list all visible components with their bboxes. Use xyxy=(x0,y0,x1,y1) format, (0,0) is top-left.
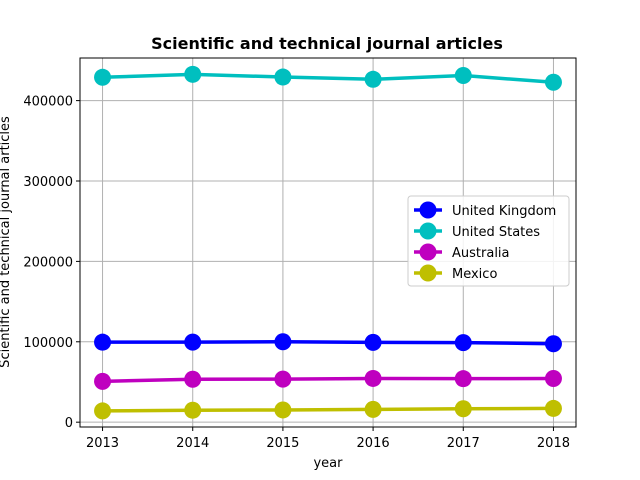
data-point-australia xyxy=(274,370,292,388)
y-axis-label: Scientific and technical journal article… xyxy=(0,116,13,368)
data-point-united-kingdom xyxy=(184,333,202,351)
y-tick-label: 400000 xyxy=(23,95,73,110)
x-tick-label: 2013 xyxy=(86,436,119,451)
series-line-australia xyxy=(102,376,554,384)
data-point-united-states xyxy=(184,65,202,83)
data-point-united-kingdom xyxy=(544,335,562,353)
data-point-mexico xyxy=(454,400,472,418)
y-axis-ticks: 0 100000 200000 300000 400000 xyxy=(23,95,80,431)
data-point-united-kingdom xyxy=(454,334,472,352)
legend-label-mexico: Mexico xyxy=(452,267,497,282)
x-axis-ticks: 2013 2014 2015 2016 2017 2018 xyxy=(86,427,570,451)
series-line-united-states xyxy=(102,72,554,85)
series-lines xyxy=(94,65,562,420)
y-tick-label: 100000 xyxy=(23,336,73,351)
legend-label-united-kingdom: United Kingdom xyxy=(452,204,556,219)
data-point-mexico xyxy=(94,402,112,420)
data-point-united-kingdom xyxy=(274,333,292,351)
data-point-australia xyxy=(184,370,202,388)
legend-label-australia: Australia xyxy=(452,246,510,261)
y-tick-label: 200000 xyxy=(23,255,73,270)
data-point-united-states xyxy=(94,68,112,86)
legend-frame xyxy=(407,195,570,287)
data-point-united-states xyxy=(274,68,292,86)
legend-marker-mexico xyxy=(419,264,437,282)
series-line-mexico xyxy=(102,406,554,413)
data-point-australia xyxy=(94,372,112,390)
series-line-united-kingdom xyxy=(102,340,554,346)
legend: United Kingdom United States Australia Mexi… xyxy=(407,195,570,287)
y-tick-label: 0 xyxy=(65,416,73,431)
data-point-australia xyxy=(364,369,382,387)
plot-frame xyxy=(79,57,577,428)
x-axis-label: year xyxy=(313,456,343,471)
data-point-australia xyxy=(454,370,472,388)
data-point-australia xyxy=(544,370,562,388)
data-point-united-states xyxy=(454,67,472,85)
legend-label-united-states: United States xyxy=(452,225,540,240)
data-point-mexico xyxy=(544,399,562,417)
x-tick-label: 2018 xyxy=(537,436,570,451)
data-point-mexico xyxy=(274,401,292,419)
x-tick-label: 2015 xyxy=(266,436,299,451)
x-tick-label: 2014 xyxy=(176,436,209,451)
legend-marker-australia xyxy=(419,243,437,261)
data-point-united-kingdom xyxy=(94,333,112,351)
x-tick-label: 2016 xyxy=(357,436,390,451)
data-point-united-kingdom xyxy=(364,333,382,351)
y-tick-label: 300000 xyxy=(23,175,73,190)
data-point-mexico xyxy=(364,400,382,418)
x-tick-label: 2017 xyxy=(447,436,480,451)
legend-marker-united-states xyxy=(419,222,437,240)
chart-title: Scientific and technical journal article… xyxy=(151,34,503,53)
legend-marker-united-kingdom xyxy=(419,201,437,219)
data-point-united-states xyxy=(364,70,382,88)
data-point-mexico xyxy=(184,401,202,419)
data-point-united-states xyxy=(544,73,562,91)
